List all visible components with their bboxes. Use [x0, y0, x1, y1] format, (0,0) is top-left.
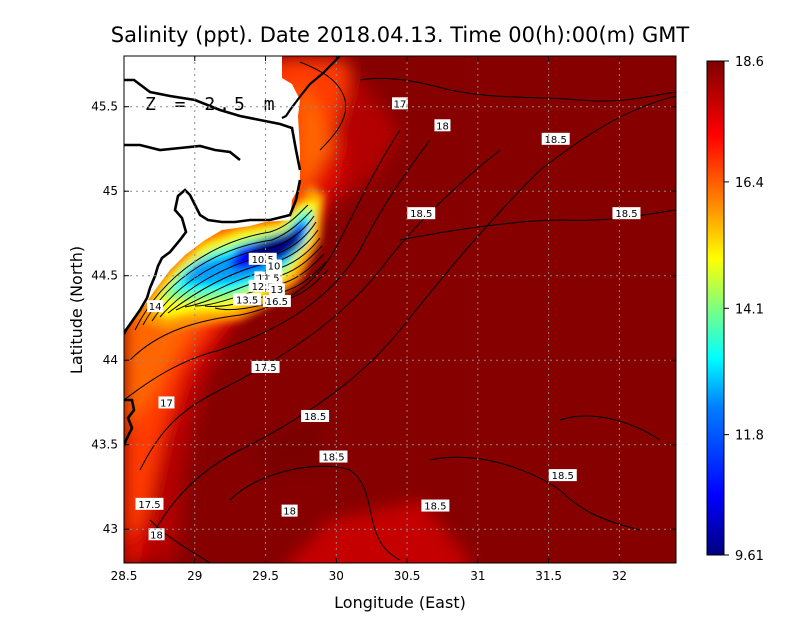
y-tick-label: 44	[103, 353, 118, 367]
contour-label: 18	[150, 530, 163, 541]
contour-label: 18	[436, 121, 449, 132]
x-tick-label: 29	[187, 569, 202, 583]
contour-label: 17.5	[138, 500, 160, 511]
contour-label: 18.5	[322, 453, 344, 464]
coastline-northeast	[281, 56, 341, 119]
contour-label: 18.5	[552, 471, 574, 482]
colorbar-tick-label: 11.8	[735, 429, 764, 444]
land-area	[124, 56, 300, 330]
contour-label: 18.5	[615, 209, 637, 220]
colorbar-ticks: 18.6 16.4 14.1 11.8 9.61	[724, 55, 764, 564]
coastline-dnieper-estuary	[124, 143, 241, 162]
contour-label-box	[266, 259, 283, 272]
y-tick-label: 43	[103, 522, 118, 536]
x-axis-ticks: 28.5 29 29.5 30 30.5 31 31.5 32	[111, 56, 627, 583]
contour-label: 12.5	[252, 282, 274, 293]
contour-label: 16.5	[266, 297, 288, 308]
contour-label: 11.5	[257, 273, 279, 284]
x-tick-label: 31.5	[535, 569, 562, 583]
contour-label-box	[421, 499, 450, 512]
x-tick-label: 29.5	[252, 569, 279, 583]
contour-label-box	[548, 469, 577, 482]
depth-annotation: Z = 2.5 m	[145, 94, 279, 115]
contour-label-box	[158, 396, 175, 409]
contour-label-box	[251, 360, 280, 373]
contour-label: 17	[394, 99, 407, 110]
x-axis-label: Longitude (East)	[334, 593, 466, 612]
grid	[124, 56, 676, 563]
y-axis-label: Latitude (North)	[67, 246, 86, 374]
plot-frame	[123, 55, 677, 564]
x-tick-label: 32	[612, 569, 627, 583]
y-tick-label: 43.5	[91, 438, 118, 452]
contour-label: 13.5	[236, 295, 258, 306]
contour-label: 13	[270, 285, 283, 296]
contour-label: 10	[268, 262, 281, 273]
contour-label-box	[612, 207, 641, 220]
contour-label-box	[268, 283, 285, 296]
y-tick-label: 45	[103, 184, 118, 198]
x-tick-label: 30.5	[394, 569, 421, 583]
contour-label: 18.5	[545, 135, 567, 146]
x-tick-label: 31	[470, 569, 485, 583]
contour-lines	[124, 61, 676, 563]
contour-label-box	[281, 504, 298, 517]
coastline-danube-delta	[124, 179, 302, 335]
contour-label-box	[301, 409, 330, 422]
contour-label-box	[148, 528, 165, 541]
contour-label-box	[434, 119, 451, 132]
contour-label: 18.5	[304, 412, 326, 423]
contour-label-box	[147, 300, 164, 313]
colorbar	[706, 60, 725, 556]
contour-label: 10.5	[252, 255, 274, 266]
y-axis-ticks: 43 43.5 44 44.5 45 45.5	[91, 100, 676, 536]
contour-label-box	[248, 252, 277, 265]
contour-label-box	[319, 450, 348, 463]
y-tick-label: 44.5	[91, 269, 118, 283]
x-tick-label: 28.5	[111, 569, 138, 583]
contour-label: 17	[160, 398, 173, 409]
contour-label-box	[262, 295, 291, 308]
coastline-crimea	[124, 78, 302, 171]
contour-label: 14	[149, 302, 162, 313]
contour-label-box	[233, 293, 262, 306]
chart-title: Salinity (ppt). Date 2018.04.13. Time 00…	[111, 23, 690, 47]
colorbar-tick-label: 9.61	[735, 549, 764, 564]
contour-label: 18.5	[410, 209, 432, 220]
x-tick-label: 30	[329, 569, 344, 583]
contour-label: 18.5	[424, 502, 446, 513]
coastline-bulgaria	[124, 398, 136, 447]
colorbar-tick-label: 16.4	[735, 176, 764, 191]
colorbar-tick-label: 18.6	[735, 55, 764, 70]
y-tick-label: 45.5	[91, 100, 118, 114]
contour-label-box	[135, 497, 164, 510]
colorbar-tick-label: 14.1	[735, 302, 764, 317]
contour-label: 18	[283, 507, 296, 518]
contour-label-box	[407, 207, 436, 220]
